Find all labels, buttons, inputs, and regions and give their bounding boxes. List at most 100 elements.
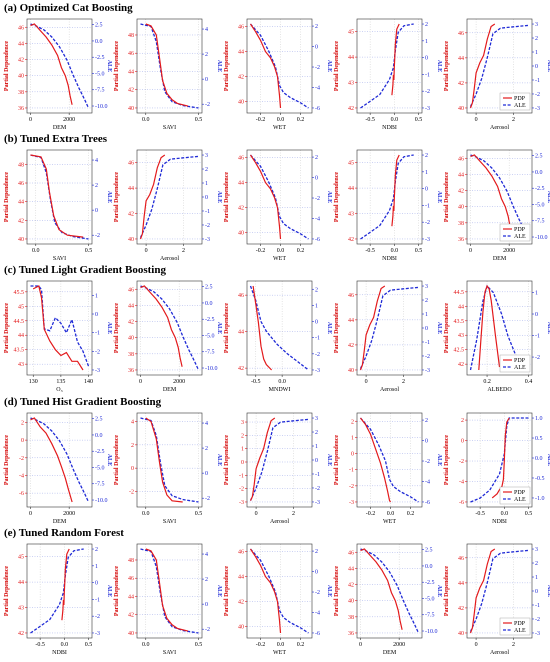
y-right-axis-label: ALE	[106, 60, 112, 72]
y-axis-label: Partial Dependence	[334, 303, 340, 353]
y-right-tick-label: -4	[315, 610, 320, 616]
y-right-tick-label: -1	[535, 78, 540, 84]
y-axis-label: Partial Dependence	[4, 41, 10, 91]
y-right-tick-label: -2	[205, 627, 210, 633]
x-axis-label: SAVI	[163, 650, 176, 656]
y-right-tick-label: -3	[535, 631, 540, 637]
y-right-tick-label: -6	[315, 631, 320, 637]
y-right-tick-label: 1	[535, 50, 538, 56]
y-tick-label: 44	[18, 333, 24, 339]
y-tick-label: 44	[458, 304, 464, 310]
y-right-tick-label: 0.0	[425, 564, 433, 570]
y-right-axis-label: ALE	[326, 454, 332, 466]
y-right-tick-label: -10.0	[95, 498, 108, 504]
y-axis-label: Partial Dependence	[224, 303, 230, 353]
y-right-tick-label: 0	[315, 45, 318, 51]
plot-frame	[246, 280, 313, 376]
plot-frame	[466, 280, 533, 376]
plot-frame	[246, 18, 313, 114]
y-right-axis-label: ALE	[106, 454, 112, 466]
y-right-tick-label: -10.0	[535, 235, 548, 241]
x-axis-label: NDBI	[52, 650, 67, 656]
y-right-axis-label: ALE	[216, 454, 222, 466]
x-tick-label: -0.5	[475, 511, 485, 517]
legend-pdp-label: PDP	[514, 227, 526, 233]
x-tick-label: -0.5	[365, 248, 375, 254]
x-tick-label: 0.0	[61, 642, 69, 648]
y-right-tick-label: 0	[95, 581, 98, 587]
ale-series-line	[140, 417, 199, 503]
x-tick-label: 0.0	[387, 511, 395, 517]
chart-panel-4-0: 42 43 44 45 2 1 0 -1 -2 -3 -0.5 0.0 0.5 NDBI Partial D…	[4, 543, 112, 656]
pdp-series-line	[140, 285, 183, 367]
y-right-tick-label: -3	[425, 237, 430, 243]
y-tick-label: 44	[348, 186, 354, 192]
y-right-tick-label: -7.5	[425, 613, 435, 619]
x-tick-label: 0.0	[142, 511, 150, 517]
y-right-tick-label: 0	[535, 312, 538, 318]
y-axis-label: Partial Dependence	[444, 172, 450, 222]
y-tick-label: -3	[349, 500, 354, 506]
y-tick-label: 42	[128, 320, 134, 326]
y-tick-label: -1	[239, 473, 244, 479]
y-tick-label: 44	[18, 200, 24, 206]
ale-series-line	[469, 24, 529, 107]
plot-frame	[246, 543, 313, 639]
y-tick-label: 46	[128, 287, 134, 293]
y-tick-label: 40	[238, 100, 244, 106]
x-tick-label: 2	[402, 379, 405, 385]
y-right-tick-label: 0.0	[535, 170, 543, 176]
x-axis-label: WET	[383, 519, 396, 525]
y-right-tick-label: -2	[205, 102, 210, 108]
x-axis-label: NDBI	[382, 256, 397, 262]
pdp-series-line	[30, 154, 84, 238]
y-right-tick-label: 2	[315, 430, 318, 436]
plot-frame	[356, 412, 423, 508]
pdp-series-line	[139, 154, 166, 240]
pdp-series-line	[252, 285, 273, 371]
y-tick-label: -4	[19, 473, 24, 479]
x-tick-label: 2000	[503, 248, 515, 254]
x-axis-label: SAVI	[163, 519, 176, 525]
y-axis-label: Partial Dependence	[224, 41, 230, 91]
y-right-tick-label: 2	[315, 24, 318, 30]
y-right-axis-label: ALE	[546, 322, 550, 334]
pdp-series-line	[145, 417, 183, 503]
y-right-tick-label: -2	[205, 223, 210, 229]
y-tick-label: 46	[348, 550, 354, 556]
y-right-tick-label: -1	[535, 334, 540, 340]
x-tick-label: 130	[29, 379, 38, 385]
y-axis-label: Partial Dependence	[224, 566, 230, 616]
legend-ale-label: ALE	[514, 497, 526, 503]
y-tick-label: 46	[458, 156, 464, 162]
y-right-tick-label: 0	[315, 176, 318, 182]
y-right-tick-label: -2.5	[425, 580, 435, 586]
chart-panel-1-3: 42 43 44 45 2 1 0 -1 -2 -3 -0.5 0.0 0.5 NDBI Partial D…	[334, 149, 442, 262]
y-right-tick-label: 3	[315, 416, 318, 422]
pdp-series-line	[360, 417, 392, 503]
y-right-tick-label: 2.5	[535, 154, 543, 160]
y-right-axis-label: ALE	[216, 60, 222, 72]
y-tick-label: -2	[19, 456, 24, 462]
pdp-series-line	[30, 23, 73, 105]
y-tick-label: 43	[348, 212, 354, 218]
ale-series-line	[30, 548, 84, 634]
y-right-tick-label: -3	[205, 237, 210, 243]
y-tick-label: 44	[238, 575, 244, 581]
y-right-tick-label: -1	[95, 331, 100, 337]
x-tick-label: 0.5	[195, 117, 203, 123]
y-tick-label: 38	[18, 90, 24, 96]
y-tick-label: -2	[239, 487, 244, 493]
x-axis-label: Aerosol	[160, 256, 179, 262]
y-right-tick-label: 2	[535, 561, 538, 567]
y-right-axis-label: ALE	[436, 191, 442, 203]
y-tick-label: 4	[131, 420, 134, 426]
x-tick-label: 0.0	[142, 642, 150, 648]
x-tick-label: 0.0	[277, 642, 285, 648]
y-tick-label: 42	[128, 212, 134, 218]
pdp-series-line	[359, 285, 386, 371]
plot-frame	[356, 18, 423, 114]
y-right-axis-label: ALE	[106, 585, 112, 597]
